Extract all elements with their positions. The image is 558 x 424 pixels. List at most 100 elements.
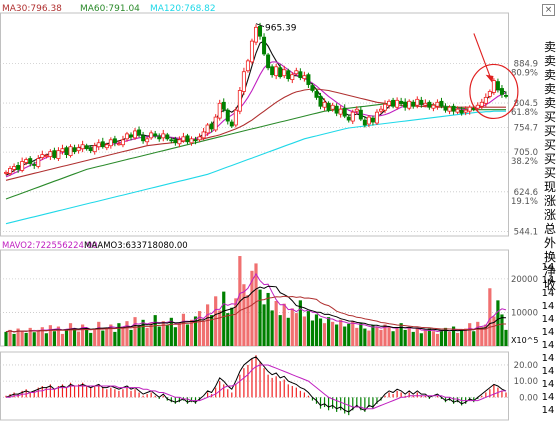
candle[interactable]	[467, 105, 472, 115]
candle[interactable]	[314, 88, 319, 100]
candle[interactable]	[36, 155, 41, 169]
candle[interactable]	[286, 68, 291, 82]
candle[interactable]	[290, 72, 295, 84]
candle[interactable]	[274, 63, 279, 80]
candle[interactable]	[120, 135, 125, 148]
candle[interactable]	[161, 129, 166, 142]
candle[interactable]	[419, 96, 424, 108]
candle[interactable]	[395, 97, 400, 110]
candle[interactable]	[447, 105, 452, 115]
candle[interactable]	[346, 115, 351, 123]
oscillator-panel[interactable]	[0, 351, 509, 421]
candle[interactable]	[88, 145, 93, 154]
candle[interactable]	[298, 68, 303, 81]
candle[interactable]	[306, 72, 311, 88]
candle[interactable]	[294, 67, 299, 76]
candle[interactable]	[217, 99, 222, 121]
candle[interactable]	[383, 100, 388, 114]
candle[interactable]	[80, 140, 85, 153]
candle[interactable]	[350, 109, 355, 125]
candle[interactable]	[237, 87, 242, 115]
candle[interactable]	[487, 89, 492, 99]
candle[interactable]	[270, 64, 275, 78]
candle[interactable]	[443, 103, 448, 113]
candle[interactable]	[52, 147, 57, 160]
candle[interactable]	[197, 133, 202, 142]
candle[interactable]	[338, 105, 343, 118]
candle[interactable]	[354, 106, 359, 115]
candle[interactable]	[479, 98, 484, 110]
candle[interactable]	[112, 135, 117, 147]
candle[interactable]	[100, 137, 105, 149]
candle[interactable]	[189, 136, 194, 146]
candle[interactable]	[68, 144, 73, 158]
candle[interactable]	[40, 150, 45, 161]
candle[interactable]	[451, 103, 456, 115]
candle[interactable]	[282, 65, 287, 79]
candle[interactable]	[24, 157, 29, 165]
candle[interactable]	[310, 83, 315, 93]
candle[interactable]	[258, 22, 263, 40]
candle[interactable]	[278, 64, 283, 79]
candle[interactable]	[366, 115, 371, 127]
candle[interactable]	[411, 99, 416, 109]
candle[interactable]	[32, 161, 37, 169]
candle[interactable]	[403, 98, 408, 111]
candle[interactable]	[72, 144, 77, 155]
candle[interactable]	[245, 58, 250, 73]
candle[interactable]	[124, 131, 129, 142]
candle[interactable]	[225, 108, 230, 125]
candle[interactable]	[76, 144, 81, 154]
candle[interactable]	[262, 33, 267, 56]
candle[interactable]	[221, 98, 226, 113]
candle[interactable]	[60, 144, 65, 155]
candle[interactable]	[387, 99, 392, 109]
candle[interactable]	[181, 132, 186, 143]
candle[interactable]	[145, 136, 150, 146]
candle[interactable]	[193, 136, 198, 145]
candle[interactable]	[459, 106, 464, 116]
candle[interactable]	[330, 102, 335, 112]
candle[interactable]	[229, 119, 234, 128]
candle[interactable]	[48, 149, 53, 161]
candle[interactable]	[322, 98, 327, 111]
candle[interactable]	[431, 102, 436, 112]
close-icon[interactable]: ×	[542, 4, 555, 16]
candle[interactable]	[483, 93, 488, 107]
candle[interactable]	[16, 162, 21, 173]
candle[interactable]	[209, 121, 214, 133]
candle[interactable]	[177, 136, 182, 148]
candle[interactable]	[455, 106, 460, 115]
candle[interactable]	[116, 140, 121, 146]
candle[interactable]	[427, 100, 432, 110]
candle[interactable]	[157, 133, 162, 142]
candle[interactable]	[213, 114, 218, 132]
candle[interactable]	[96, 139, 101, 151]
candle[interactable]	[399, 97, 404, 107]
candle[interactable]	[141, 131, 146, 144]
candle[interactable]	[249, 38, 254, 65]
candle[interactable]	[435, 99, 440, 110]
candle[interactable]	[169, 137, 174, 144]
candle[interactable]	[205, 123, 210, 136]
candle[interactable]	[439, 97, 444, 109]
candle[interactable]	[391, 97, 396, 109]
candle[interactable]	[241, 67, 246, 95]
candle[interactable]	[415, 96, 420, 109]
candle[interactable]	[370, 115, 375, 126]
candle[interactable]	[318, 92, 323, 110]
candle[interactable]	[407, 99, 412, 111]
candle[interactable]	[44, 153, 49, 159]
candle[interactable]	[302, 71, 307, 82]
candle[interactable]	[362, 116, 367, 128]
candle[interactable]	[342, 104, 347, 119]
candle[interactable]	[499, 85, 504, 98]
candle[interactable]	[108, 137, 113, 149]
candle[interactable]	[28, 156, 33, 167]
candle[interactable]	[423, 99, 428, 108]
candle[interactable]	[20, 157, 25, 173]
candle[interactable]	[129, 132, 134, 141]
candle[interactable]	[491, 78, 496, 95]
price-panel[interactable]: 965.39	[0, 12, 509, 237]
candle[interactable]	[4, 170, 9, 176]
